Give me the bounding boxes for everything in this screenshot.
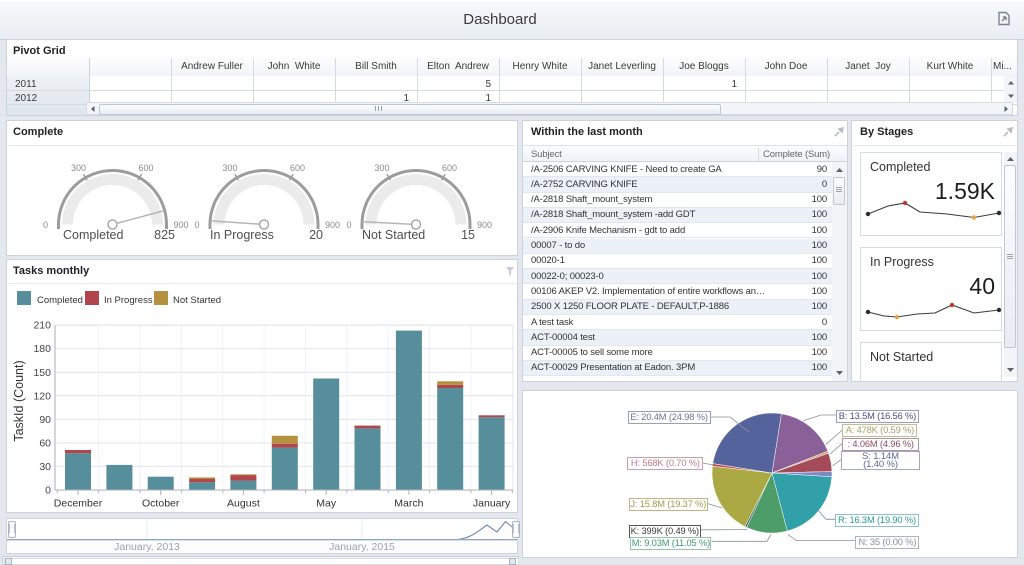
svg-text:300: 300 [71,163,86,173]
svg-text:900: 900 [325,220,340,230]
svg-text:May: May [316,498,337,510]
svg-text:150: 150 [33,367,51,379]
svg-text:January: January [473,498,511,510]
svg-text:300: 300 [222,163,237,173]
svg-text:600: 600 [442,163,457,173]
svg-text:0: 0 [194,220,199,230]
svg-text:600: 600 [290,163,305,173]
svg-text:900: 900 [173,220,188,230]
svg-text:0: 0 [45,485,51,497]
svg-text:60: 60 [39,437,51,449]
svg-text:March: March [394,498,423,510]
svg-text:August: August [227,498,260,510]
svg-text:30: 30 [39,461,51,473]
svg-text:January, 2013: January, 2013 [114,541,180,553]
svg-text:900: 900 [477,220,492,230]
svg-text:180: 180 [33,343,51,355]
svg-text:300: 300 [374,163,389,173]
svg-text:January, 2015: January, 2015 [329,541,395,553]
svg-text:TaskId (Count): TaskId (Count) [12,360,26,441]
svg-text:0: 0 [346,220,351,230]
svg-text:0: 0 [43,220,48,230]
svg-text:December: December [54,498,103,510]
svg-text:120: 120 [33,390,51,402]
svg-text:210: 210 [33,320,51,332]
svg-text:October: October [142,498,180,510]
svg-text:600: 600 [138,163,153,173]
svg-text:90: 90 [39,414,51,426]
